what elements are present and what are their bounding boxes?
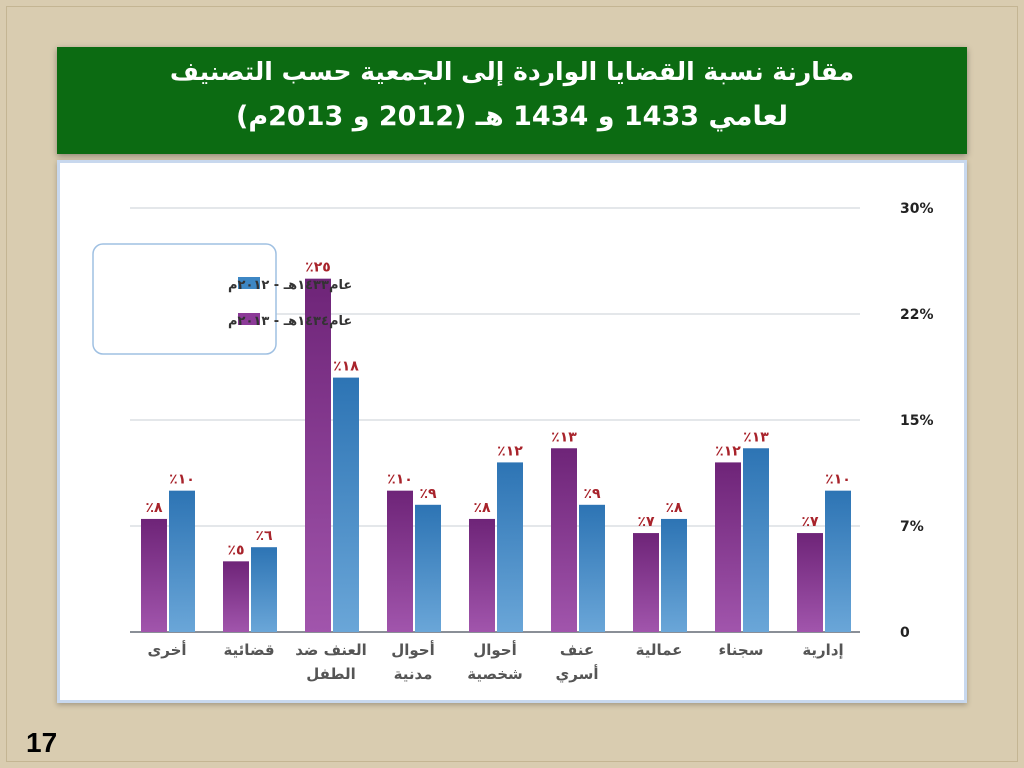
legend-swatch <box>238 277 260 289</box>
data-label: ٪١٣ <box>551 429 577 445</box>
bar <box>469 518 495 632</box>
bar <box>223 561 249 632</box>
data-label: ٪٨ <box>665 500 683 516</box>
bar <box>551 448 577 632</box>
chart-title-line-2: لعامي 1433 و 1434 هـ (2012 و 2013م) <box>236 101 788 132</box>
slide-border <box>6 6 1018 762</box>
bar <box>633 533 659 632</box>
bar <box>141 518 167 632</box>
y-tick-label: 0 <box>900 625 910 641</box>
bar <box>579 504 605 632</box>
y-tick-label: 30% <box>900 201 934 217</box>
data-label: ٪٢٥ <box>305 260 331 276</box>
bar <box>387 490 413 632</box>
title-banner: مقارنة نسبة القضايا الواردة إلى الجمعية … <box>57 47 967 154</box>
data-label: ٪١٣ <box>743 429 769 445</box>
bar <box>715 462 741 632</box>
category-label: أسري <box>556 664 599 684</box>
data-label: ٪٦ <box>255 528 273 544</box>
data-label: ٪١٢ <box>497 443 523 459</box>
data-label: ٪٧ <box>801 514 819 530</box>
data-label: ٪١٠ <box>387 472 413 488</box>
category-label: عنف <box>560 641 594 659</box>
y-tick-label: 15% <box>900 413 934 429</box>
category-label: أخرى <box>147 640 186 659</box>
data-label: ٪٧ <box>637 514 655 530</box>
category-label: إدارية <box>802 641 843 659</box>
bar <box>169 490 195 632</box>
bar <box>333 377 359 632</box>
bar <box>661 518 687 632</box>
bar <box>743 448 769 632</box>
category-label: عمالية <box>636 641 683 659</box>
data-label: ٪٩ <box>583 486 601 502</box>
legend-swatch <box>238 313 260 325</box>
bar <box>825 490 851 632</box>
bar <box>797 533 823 632</box>
page-number: 17 <box>26 727 58 758</box>
data-label: ٪١٢ <box>715 443 741 459</box>
legend-label: عام١٤٣٣هـ - ٢٠١٢م <box>228 278 352 293</box>
chart-title-line-1: مقارنة نسبة القضايا الواردة إلى الجمعية … <box>169 57 855 86</box>
data-label: ٪٩ <box>419 486 437 502</box>
category-label: أحوال <box>391 640 435 659</box>
category-label: مدنية <box>394 665 433 683</box>
data-label: ٪٨ <box>473 500 491 516</box>
bar <box>497 462 523 632</box>
data-label: ٪١٨ <box>333 359 359 375</box>
category-label: الطفل <box>306 665 356 683</box>
bar <box>305 278 331 632</box>
category-label: سجناء <box>719 641 764 659</box>
category-label: قضائية <box>223 641 274 659</box>
category-label: أحوال <box>473 640 517 659</box>
data-label: ٪١٠ <box>825 472 851 488</box>
data-label: ٪١٠ <box>169 472 195 488</box>
y-tick-label: 7% <box>900 519 924 535</box>
category-label: العنف ضد <box>295 641 367 659</box>
bar <box>251 547 277 632</box>
y-tick-label: 22% <box>900 307 934 323</box>
legend-label: عام١٤٣٤هـ - ٢٠١٣م <box>228 314 352 329</box>
data-label: ٪٨ <box>145 500 163 516</box>
category-label: شخصية <box>467 665 523 683</box>
legend-box <box>92 243 277 355</box>
data-label: ٪٥ <box>227 542 244 558</box>
bar <box>415 504 441 632</box>
